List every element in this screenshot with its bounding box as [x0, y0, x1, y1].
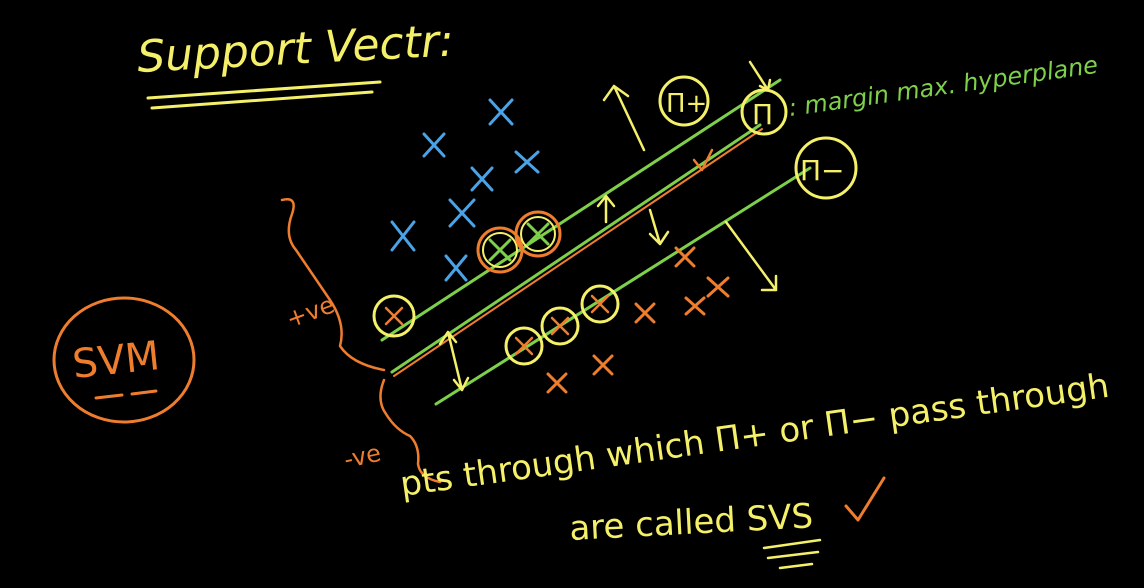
- pi-minus-circle: [794, 136, 858, 200]
- cross-mark-icon: [488, 238, 512, 262]
- cross-mark-icon: [488, 98, 514, 126]
- support-vector-circle: [504, 326, 544, 366]
- svs-underline: [762, 538, 822, 570]
- arrow-down-right: [724, 220, 778, 292]
- title: Support Vectr:: [136, 15, 455, 83]
- positive-label: +ve: [282, 291, 338, 334]
- title-underline: [146, 80, 382, 110]
- support-vector-circle: [482, 232, 518, 268]
- caption-line-2: are called SVS: [568, 496, 814, 549]
- pi-center-circle: [740, 88, 788, 136]
- margin-note: : margin max. hyperplane: [787, 51, 1100, 122]
- cross-mark-icon: [384, 306, 404, 326]
- hyperplane-minus-line: [434, 166, 812, 406]
- positive-support-vectors: [372, 210, 562, 338]
- support-vector-circle: [540, 306, 580, 346]
- cross-mark-icon: [448, 198, 476, 228]
- negative-support-vectors: [504, 284, 620, 366]
- cross-mark-icon: [526, 222, 550, 246]
- pi-plus-label: Π+: [666, 89, 707, 119]
- arrow-margin-vertical: [438, 330, 470, 392]
- cross-mark-icon: [590, 294, 610, 314]
- check-mark-line-icon: [692, 148, 714, 172]
- arrow-margin-down: [648, 208, 670, 246]
- cross-mark-icon: [444, 254, 468, 282]
- cross-mark-icon: [470, 166, 494, 192]
- positive-class-points: [390, 98, 540, 282]
- cross-mark-icon: [684, 296, 706, 316]
- pi-plus-circle: [658, 75, 710, 127]
- cross-mark-icon: [674, 246, 696, 268]
- support-vector-circle: [520, 216, 556, 252]
- caption-line-1: pts through which Π+ or Π− pass through: [398, 366, 1112, 505]
- pi-center-pointer: [748, 60, 772, 92]
- negative-brace: [379, 378, 442, 484]
- cross-mark-icon: [634, 302, 656, 324]
- pi-minus-label: Π−: [800, 154, 845, 187]
- svm-label: SVM: [70, 333, 162, 388]
- positive-brace: [280, 198, 386, 372]
- cross-mark-icon: [390, 220, 416, 252]
- cross-mark-icon: [514, 336, 534, 356]
- negative-label: -ve: [341, 439, 383, 474]
- support-vector-circle: [514, 210, 562, 258]
- arrow-margin-up: [596, 194, 616, 224]
- check-mark-caption-icon: [844, 476, 886, 522]
- negative-class-points: [546, 246, 730, 394]
- support-vector-circle: [580, 284, 620, 324]
- svm-underline: [94, 389, 158, 400]
- arrow-up: [602, 84, 646, 152]
- support-vector-circle: [372, 294, 416, 338]
- cross-mark-icon: [422, 132, 446, 158]
- svm-circle: [52, 296, 196, 424]
- cross-mark-icon: [706, 276, 730, 298]
- pi-center-label: Π: [752, 98, 773, 131]
- cross-mark-icon: [592, 354, 614, 376]
- cross-mark-icon: [514, 150, 540, 174]
- cross-mark-icon: [550, 316, 570, 336]
- hyperplane-plus-line: [380, 78, 782, 342]
- cross-mark-icon: [546, 372, 568, 394]
